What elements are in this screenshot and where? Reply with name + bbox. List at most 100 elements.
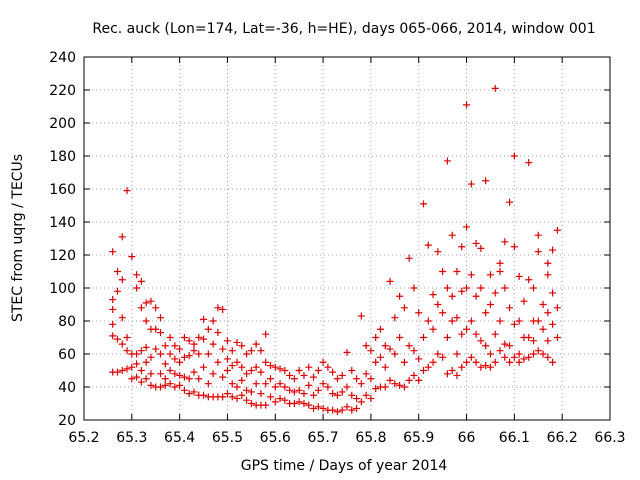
data-point — [123, 187, 131, 195]
data-point — [281, 367, 289, 374]
data-point — [147, 297, 155, 305]
data-point — [501, 238, 509, 246]
data-point — [415, 355, 423, 363]
data-point — [448, 231, 456, 239]
data-point — [343, 403, 351, 411]
data-point — [142, 375, 150, 383]
data-point — [142, 317, 150, 325]
x-tick-label: 66 — [458, 430, 476, 446]
data-point — [200, 335, 208, 343]
data-point — [549, 358, 557, 366]
data-point — [152, 304, 160, 312]
data-point — [161, 342, 169, 350]
data-point — [405, 342, 413, 350]
data-point — [233, 395, 241, 403]
data-point — [458, 330, 466, 338]
data-point — [133, 284, 141, 292]
data-point — [252, 363, 260, 371]
data-point — [453, 268, 461, 275]
data-point — [276, 365, 284, 373]
data-point — [113, 287, 121, 295]
data-point — [372, 358, 380, 366]
data-point — [443, 284, 451, 292]
data-point — [319, 404, 327, 412]
data-point — [506, 358, 514, 366]
data-point — [338, 371, 346, 379]
data-point — [415, 376, 423, 384]
data-point — [161, 375, 169, 383]
data-point — [443, 370, 451, 378]
x-tick-label: 65.3 — [116, 430, 147, 446]
data-point — [281, 383, 289, 391]
data-point — [443, 157, 451, 165]
data-point — [180, 353, 188, 361]
data-point — [362, 370, 370, 378]
data-point — [482, 309, 490, 317]
data-point — [472, 292, 480, 300]
data-point — [166, 367, 174, 374]
data-point — [333, 408, 341, 416]
data-point — [319, 358, 327, 366]
y-tick-label: 80 — [58, 314, 76, 330]
y-tick-label: 120 — [49, 248, 76, 264]
data-point — [180, 334, 188, 341]
data-point — [157, 314, 165, 322]
data-point — [228, 362, 236, 370]
data-point — [137, 378, 145, 386]
data-point — [243, 386, 251, 394]
data-point — [386, 376, 394, 384]
data-point — [549, 246, 557, 254]
data-point — [376, 325, 384, 333]
chart-title: Rec. auck (Lon=174, Lat=-36, h=HE), days… — [92, 21, 595, 37]
data-point — [257, 368, 265, 376]
data-point — [152, 345, 160, 353]
data-point — [247, 400, 255, 407]
data-point — [128, 253, 136, 261]
data-point — [458, 243, 466, 251]
data-point — [534, 317, 542, 325]
data-point — [486, 271, 494, 279]
data-point — [166, 350, 174, 358]
data-point — [161, 381, 169, 389]
data-point — [534, 347, 542, 355]
data-point — [190, 340, 198, 348]
data-point — [109, 332, 117, 340]
data-point — [123, 334, 131, 341]
data-point — [295, 398, 303, 406]
data-point — [113, 368, 121, 376]
data-point — [243, 350, 251, 358]
data-point — [300, 390, 308, 398]
data-point — [496, 268, 504, 275]
data-point — [420, 200, 428, 208]
data-point — [123, 365, 131, 373]
data-point — [415, 309, 423, 317]
data-point — [286, 371, 294, 379]
data-points — [109, 84, 561, 416]
data-point — [491, 330, 499, 338]
data-point — [147, 353, 155, 361]
data-point — [314, 367, 322, 374]
data-point — [243, 396, 251, 404]
data-point — [434, 301, 442, 308]
data-point — [391, 380, 399, 388]
data-point — [247, 388, 255, 396]
data-point — [223, 390, 231, 398]
data-point — [252, 340, 260, 348]
data-point — [396, 334, 404, 341]
data-point — [142, 358, 150, 366]
data-point — [405, 254, 413, 262]
data-point — [180, 386, 188, 394]
y-tick-label: 200 — [49, 116, 76, 132]
data-point — [200, 315, 208, 323]
data-point — [109, 248, 117, 256]
data-point — [386, 345, 394, 353]
data-point — [190, 347, 198, 355]
data-point — [348, 406, 356, 414]
data-point — [410, 347, 418, 355]
data-point — [214, 358, 222, 366]
data-point — [400, 358, 408, 366]
data-point — [396, 381, 404, 389]
x-tick-label: 65.4 — [164, 430, 195, 446]
data-point — [257, 390, 265, 398]
data-point — [534, 248, 542, 256]
